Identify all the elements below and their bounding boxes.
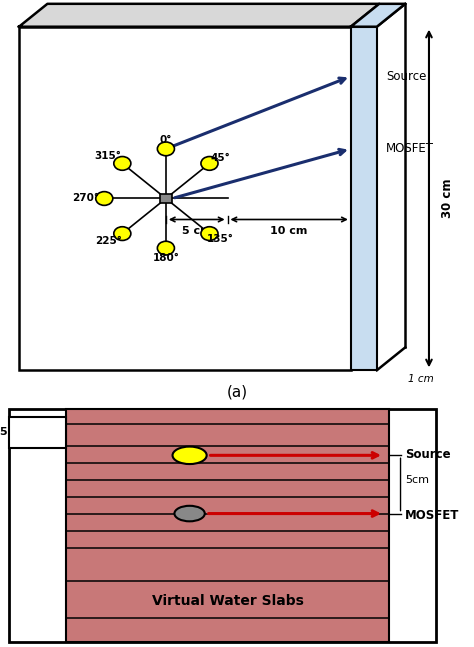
Text: MOSFET: MOSFET [386, 142, 434, 155]
Text: 225°: 225° [95, 236, 121, 247]
Text: 5 cm: 5 cm [0, 427, 29, 437]
Text: 270°: 270° [72, 193, 99, 204]
Text: (a): (a) [227, 384, 247, 400]
Text: 10 cm: 10 cm [271, 226, 308, 236]
Polygon shape [19, 4, 379, 27]
Circle shape [201, 157, 218, 170]
Circle shape [96, 192, 113, 205]
Bar [351, 27, 377, 370]
Bar [66, 410, 389, 642]
Bar [19, 27, 351, 370]
Text: 30 cm: 30 cm [441, 179, 454, 218]
Circle shape [157, 241, 174, 255]
Circle shape [114, 226, 131, 241]
Bar [9, 417, 66, 448]
Text: 180°: 180° [153, 253, 179, 263]
Circle shape [157, 142, 174, 156]
Circle shape [201, 226, 218, 241]
Text: 135°: 135° [207, 234, 233, 245]
Circle shape [174, 506, 205, 521]
Text: MOSFET: MOSFET [405, 509, 460, 523]
Text: 5cm: 5cm [405, 475, 429, 485]
Polygon shape [351, 4, 405, 27]
Text: Source: Source [386, 70, 427, 83]
Text: 0°: 0° [160, 135, 172, 145]
Circle shape [173, 446, 207, 464]
Circle shape [114, 157, 131, 170]
Bar [160, 193, 172, 203]
Text: 315°: 315° [95, 151, 121, 160]
Text: 45°: 45° [210, 153, 230, 162]
Text: Virtual Water Slabs: Virtual Water Slabs [152, 594, 303, 608]
Text: 5 cm: 5 cm [182, 226, 211, 236]
Text: 1 cm: 1 cm [408, 374, 433, 384]
Text: Source: Source [405, 448, 451, 461]
